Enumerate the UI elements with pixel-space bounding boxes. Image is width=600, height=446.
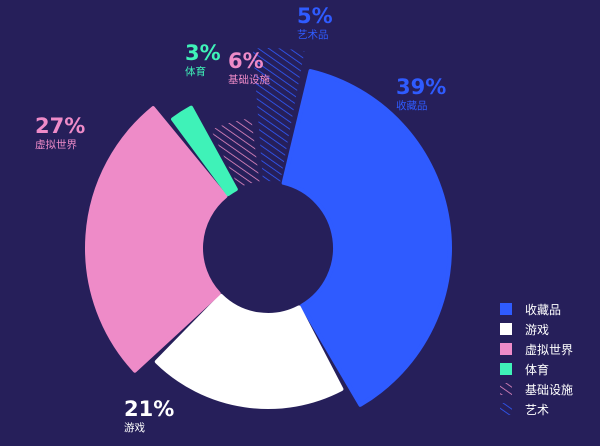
legend-swatch-0 xyxy=(500,303,512,315)
legend-swatch-1 xyxy=(500,323,512,335)
slice-5-percent-label: 5% xyxy=(297,4,333,28)
slice-1 xyxy=(154,293,344,409)
legend-label-3: 体育 xyxy=(525,362,549,377)
slice-group xyxy=(85,48,452,409)
legend-swatch-5 xyxy=(500,403,512,415)
legend-label-1: 游戏 xyxy=(525,323,549,337)
legend-label-4: 基础设施 xyxy=(525,383,573,397)
legend-label-5: 艺术 xyxy=(525,403,549,417)
legend-swatch-4 xyxy=(500,383,512,395)
slice-0-category-label: 收藏品 xyxy=(396,99,428,112)
label-group: 39%收藏品 21%游戏 27%虚拟世界 3%体育 6%基础设施 5%艺术品 xyxy=(35,4,446,434)
slice-4-category-label: 基础设施 xyxy=(228,73,270,86)
legend-label-0: 收藏品 xyxy=(525,303,561,317)
slice-0 xyxy=(281,69,452,407)
slice-4-percent-label: 6% xyxy=(228,49,264,73)
legend-label-2: 虚拟世界 xyxy=(525,343,573,357)
legend-swatch-3 xyxy=(500,363,512,375)
slice-2 xyxy=(85,106,228,373)
slice-3-category-label: 体育 xyxy=(185,65,206,78)
slice-3 xyxy=(171,105,238,197)
slice-4 xyxy=(211,118,260,188)
legend-swatch-2 xyxy=(500,343,512,355)
slice-2-percent-label: 27% xyxy=(35,114,85,138)
slice-3-percent-label: 3% xyxy=(185,41,221,65)
slice-1-category-label: 游戏 xyxy=(124,421,145,434)
slice-5-category-label: 艺术品 xyxy=(297,29,329,41)
slice-1-percent-label: 21% xyxy=(124,397,174,421)
slice-0-percent-label: 39% xyxy=(396,75,446,99)
slice-2-category-label: 虚拟世界 xyxy=(35,138,77,151)
slice-5 xyxy=(252,48,305,183)
